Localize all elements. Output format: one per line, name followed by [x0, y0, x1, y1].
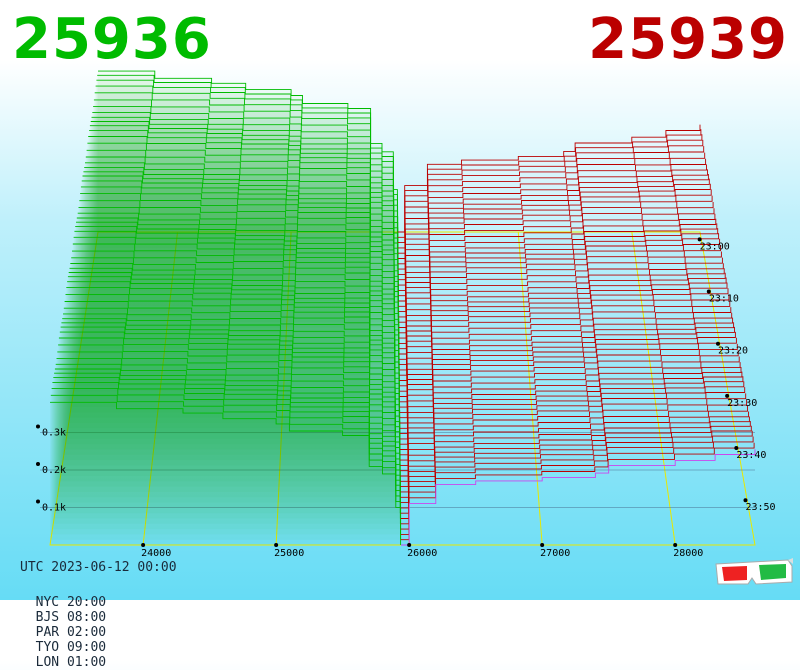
depth-tick-label: 0.1k [42, 503, 66, 514]
ask-depth-line [400, 436, 754, 535]
time-tick-label: 23:30 [727, 398, 757, 409]
depth-tick-label: 0.2k [42, 465, 66, 476]
ask-depth-line [401, 449, 756, 546]
depth-tick-marker [36, 424, 40, 429]
depth-tick-label: 0.3k [42, 428, 66, 439]
time-tick-marker [715, 341, 720, 346]
depth-tick-marker [36, 462, 40, 466]
price-tick-marker [141, 543, 146, 547]
time-tick-label: 23:10 [709, 294, 739, 305]
ask-depth-line [399, 245, 721, 350]
grid-line [275, 231, 292, 546]
price-tick-label: 25000 [274, 548, 304, 559]
time-tick-marker [734, 446, 739, 451]
ask-depth-line [400, 371, 743, 472]
bid-depth-line [50, 401, 402, 545]
price-tick-label: 24000 [141, 548, 171, 559]
time-tick-label: 23:40 [736, 450, 766, 461]
price-tick-marker [274, 543, 279, 547]
ask-depth-line [400, 399, 748, 498]
price-tick-marker [540, 543, 545, 547]
ask-price: 25939 [588, 7, 788, 72]
ask-depth-line [398, 233, 720, 339]
price-tick-label: 28000 [673, 548, 703, 559]
time-tick-marker [725, 393, 730, 398]
ask-depth-line [400, 416, 750, 514]
time-tick-label: 23:00 [700, 241, 730, 252]
floor-outline [49, 231, 756, 546]
price-tick-label: 27000 [540, 548, 570, 559]
zone-time: PAR 02:00 [35, 625, 107, 640]
time-tick-label: 23:50 [745, 502, 775, 513]
ask-depth-line [399, 312, 733, 413]
time-zones: NYC 20:00 BJS 08:00 PAR 02:00 TYO 09:00 … [20, 580, 132, 670]
utc-timestamp: UTC 2023-06-12 00:00 [20, 560, 177, 575]
ask-depth-line [400, 343, 738, 445]
ask-depth-line [399, 288, 729, 392]
price-tick-label: 26000 [407, 548, 437, 559]
time-tick-marker [743, 498, 748, 503]
time-tick-marker [706, 289, 711, 294]
zone-time: LON 01:00 [35, 655, 107, 670]
zone-time: TYO 09:00 [35, 640, 107, 655]
bid-price: 25936 [12, 7, 212, 72]
time-tick-label: 23:20 [718, 346, 748, 357]
zone-time: BJS 08:00 [35, 610, 107, 625]
3d-glasses-icon[interactable] [714, 556, 794, 594]
grid-line [517, 231, 543, 546]
price-tick-marker [407, 543, 412, 547]
depth-tick-marker [36, 499, 40, 504]
zone-time: NYC 20:00 [35, 595, 107, 610]
time-tick-marker [697, 237, 702, 242]
order-book-depth-chart: 0.1k 0.2k 0.3k 24000 25000 26000 27000 28000 23:… [36, 70, 776, 559]
price-tick-marker [673, 543, 678, 547]
